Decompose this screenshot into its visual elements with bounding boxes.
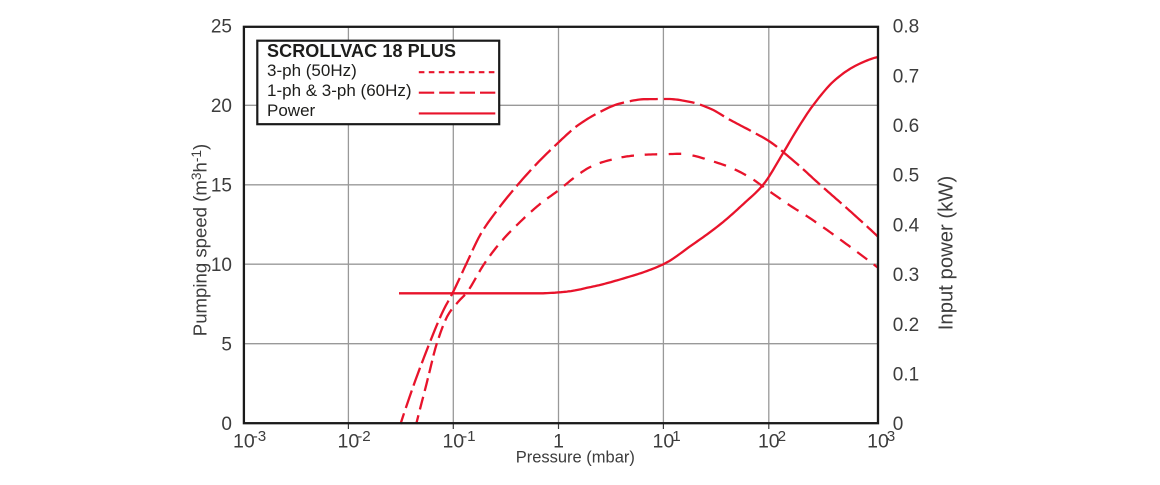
svg-text:0: 0 (221, 414, 232, 435)
svg-text:25: 25 (211, 17, 232, 38)
svg-text:0.6: 0.6 (893, 116, 919, 137)
svg-text:-1: -1 (462, 428, 476, 445)
svg-text:1-ph & 3-ph (60Hz): 1-ph & 3-ph (60Hz) (267, 81, 412, 100)
svg-text:SCROLLVAC 18 PLUS: SCROLLVAC 18 PLUS (267, 41, 456, 61)
svg-text:10: 10 (867, 431, 889, 453)
svg-text:3-ph (50Hz): 3-ph (50Hz) (267, 61, 357, 80)
svg-text:1: 1 (553, 431, 564, 453)
svg-text:0.1: 0.1 (893, 364, 919, 385)
svg-text:20: 20 (211, 96, 232, 117)
svg-text:0.2: 0.2 (893, 315, 919, 336)
svg-text:0.3: 0.3 (893, 265, 919, 286)
svg-text:0.7: 0.7 (893, 66, 919, 87)
svg-text:-2: -2 (357, 428, 371, 445)
svg-text:3: 3 (887, 428, 895, 445)
svg-text:2: 2 (778, 428, 786, 445)
svg-text:Power: Power (267, 101, 316, 120)
svg-text:10: 10 (233, 431, 255, 453)
svg-text:1: 1 (672, 428, 680, 445)
svg-text:0: 0 (893, 414, 904, 435)
svg-text:10: 10 (653, 431, 675, 453)
svg-text:10: 10 (442, 431, 464, 453)
svg-text:15: 15 (211, 176, 232, 197)
svg-text:Pressure (mbar): Pressure (mbar) (516, 448, 635, 466)
svg-text:10: 10 (338, 431, 360, 453)
svg-text:Pumping speed (m3h-1): Pumping speed (m3h-1) (189, 144, 211, 336)
svg-text:-3: -3 (253, 428, 267, 445)
svg-text:10: 10 (211, 255, 232, 276)
svg-text:0.8: 0.8 (893, 17, 919, 38)
svg-text:10: 10 (758, 431, 780, 453)
svg-text:0.5: 0.5 (893, 166, 919, 187)
svg-text:Input power (kW): Input power (kW) (936, 176, 958, 330)
svg-text:5: 5 (221, 335, 232, 356)
svg-text:0.4: 0.4 (893, 215, 920, 236)
